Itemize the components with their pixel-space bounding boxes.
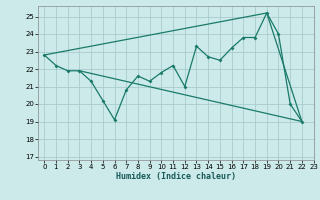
X-axis label: Humidex (Indice chaleur): Humidex (Indice chaleur) (116, 172, 236, 181)
